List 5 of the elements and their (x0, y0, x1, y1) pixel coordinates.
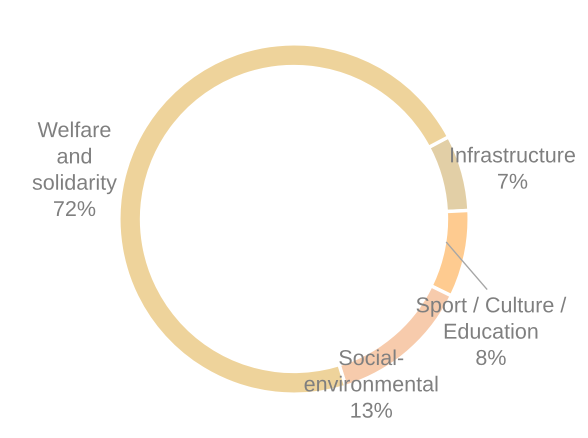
data-label: 72% (54, 200, 96, 216)
data-label: 7% (498, 174, 528, 189)
data-label: 8% (476, 350, 506, 366)
slice-label: Welfare and solidarity (32, 122, 117, 194)
data-label: 13% (351, 402, 392, 418)
